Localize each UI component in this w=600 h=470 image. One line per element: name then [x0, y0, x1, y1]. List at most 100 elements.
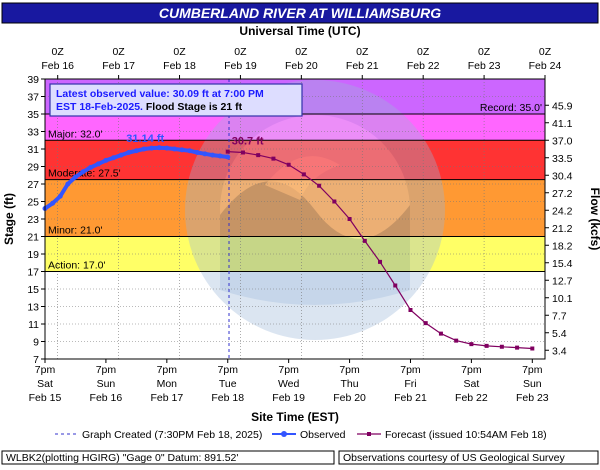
bottom-tick-label-2: Sat — [464, 378, 480, 390]
info-line-1: Latest observed value: 30.09 ft at 7:00 … — [56, 88, 264, 100]
y2-tick-label: 33.5 — [552, 153, 573, 165]
top-tick-label-2: Feb 20 — [285, 60, 318, 72]
y2-tick-label: 10.1 — [552, 293, 573, 305]
bottom-tick-label-1: 7pm — [522, 364, 543, 376]
bottom-tick-label-1: 7pm — [278, 364, 299, 376]
observed-point — [225, 154, 231, 160]
top-tick-label-1: 0Z — [234, 46, 247, 58]
bottom-tick-label-3: Feb 19 — [272, 392, 305, 404]
bottom-tick-label-3: Feb 18 — [211, 392, 244, 404]
forecast-point — [240, 150, 245, 155]
y-tick-label: 31 — [27, 144, 39, 156]
top-tick-label-2: Feb 17 — [102, 60, 135, 72]
bottom-tick-label-3: Feb 23 — [516, 392, 549, 404]
top-tick-label-2: Feb 18 — [163, 60, 196, 72]
y-tick-label: 19 — [27, 249, 39, 261]
bottom-tick-label-2: Fri — [404, 378, 416, 390]
top-tick-label-1: 0Z — [539, 46, 552, 58]
forecast-point — [317, 183, 322, 188]
bottom-tick-label-2: Mon — [157, 378, 178, 390]
bottom-tick-label-1: 7pm — [35, 364, 56, 376]
top-tick-label-1: 0Z — [173, 46, 186, 58]
y-tick-label: 25 — [27, 197, 39, 209]
y-axis-label: Stage (ft) — [2, 193, 16, 245]
observed-point — [65, 181, 71, 187]
observed-point — [95, 161, 101, 167]
y-tick-label: 23 — [27, 214, 39, 226]
y-tick-label: 15 — [27, 284, 39, 296]
x-axis-label: Site Time (EST) — [251, 410, 339, 424]
forecast-point — [256, 153, 261, 158]
bottom-tick-label-3: Feb 15 — [29, 392, 62, 404]
top-tick-label-2: Feb 21 — [346, 60, 379, 72]
y2-tick-label: 15.4 — [552, 258, 573, 270]
bottom-tick-label-3: Feb 20 — [333, 392, 366, 404]
title-bar — [1, 2, 599, 24]
forecast-point — [393, 283, 398, 288]
footer-right-text: Observations courtesy of US Geological S… — [343, 452, 566, 464]
band-label-action: Action: 17.0' — [48, 260, 105, 272]
y-tick-label: 13 — [27, 302, 39, 314]
observed-point — [171, 146, 177, 152]
y2-tick-label: 7.7 — [552, 310, 567, 322]
bottom-tick-label-1: 7pm — [461, 364, 482, 376]
observed-point — [50, 200, 56, 206]
y-tick-label: 7 — [33, 354, 39, 366]
y-tick-label: 39 — [27, 74, 39, 86]
latest-observation-box: Latest observed value: 30.09 ft at 7:00 … — [49, 83, 303, 117]
band-label-record: Record: 35.0' — [480, 102, 542, 114]
forecast-point — [347, 217, 352, 221]
y2-tick-label: 12.7 — [552, 275, 573, 287]
band-minor — [45, 179, 545, 237]
forecast-point — [301, 172, 306, 177]
y2-tick-label: 27.2 — [552, 188, 573, 200]
footer-left-box — [1, 450, 335, 465]
observed-point — [194, 150, 200, 155]
top-tick-label-1: 0Z — [356, 46, 369, 58]
forecast-point — [484, 343, 489, 348]
y-tick-label: 11 — [28, 319, 39, 331]
observed-point — [72, 174, 78, 180]
footer-right-box — [338, 450, 599, 465]
top-axis-label: Universal Time (UTC) — [239, 24, 360, 38]
bottom-tick-label-1: 7pm — [400, 364, 421, 376]
observed-point — [80, 169, 86, 175]
forecast-point — [332, 199, 337, 204]
y-tick-label: 17 — [27, 267, 39, 279]
bottom-tick-label-1: 7pm — [157, 364, 178, 376]
left-axis-ticks: 7 9 11 13 15 17 19 21 23 25 27 29 31 33 35 37 39 — [27, 74, 45, 366]
right-axis-ticks: 3.4 5.4 7.7 10.1 12.7 15.4 18.2 21.2 24.2 27.2 30.… — [545, 100, 573, 357]
forecast-point — [362, 238, 367, 243]
y2-tick-label: 30.4 — [552, 170, 573, 182]
y2-tick-label: 24.2 — [552, 205, 573, 217]
legend-observed-label: Observed — [300, 429, 346, 441]
legend-forecast-label: Forecast (issued 10:54AM Feb 18) — [385, 429, 547, 441]
observed-point — [187, 148, 193, 154]
observed-point — [141, 146, 147, 152]
y2-tick-label: 41.1 — [552, 118, 573, 130]
observed-point — [57, 193, 63, 199]
chart-title: CUMBERLAND RIVER AT WILLIAMSBURG — [159, 5, 441, 21]
forecast-peak-label: 30.7 ft — [232, 136, 264, 148]
info-line-2: EST 18-Feb-2025. Flood Stage is 21 ft — [56, 101, 243, 113]
observed-point — [210, 152, 216, 158]
y-tick-label: 27 — [27, 179, 39, 191]
y-tick-label: 21 — [27, 232, 39, 244]
forecast-point — [423, 321, 428, 326]
top-tick-label-2: Feb 22 — [407, 60, 440, 72]
forecast-point — [469, 342, 474, 347]
observed-point — [103, 157, 109, 163]
observed-point — [164, 145, 170, 151]
top-tick-label-2: Feb 19 — [224, 60, 257, 72]
footer-left-text: WLBK2(plotting HGIRG) "Gage 0" Datum: 89… — [6, 452, 238, 464]
forecast-point — [378, 259, 383, 264]
top-tick-label-2: Feb 24 — [529, 60, 562, 72]
y2-tick-label: 3.4 — [552, 345, 567, 357]
bottom-tick-label-2: Tue — [219, 378, 237, 390]
observed-point — [126, 150, 132, 155]
y2-axis-label: Flow (kcfs) — [588, 188, 600, 251]
observed-peak-label: 31.14 ft — [126, 133, 164, 145]
noaa-watermark-logo — [185, 80, 445, 340]
y-tick-label: 33 — [27, 127, 39, 139]
